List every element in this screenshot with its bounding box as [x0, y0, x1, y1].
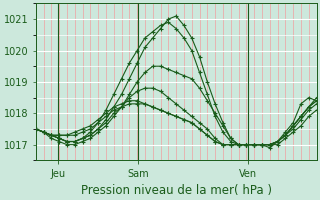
X-axis label: Pression niveau de la mer( hPa ): Pression niveau de la mer( hPa ): [81, 184, 272, 197]
